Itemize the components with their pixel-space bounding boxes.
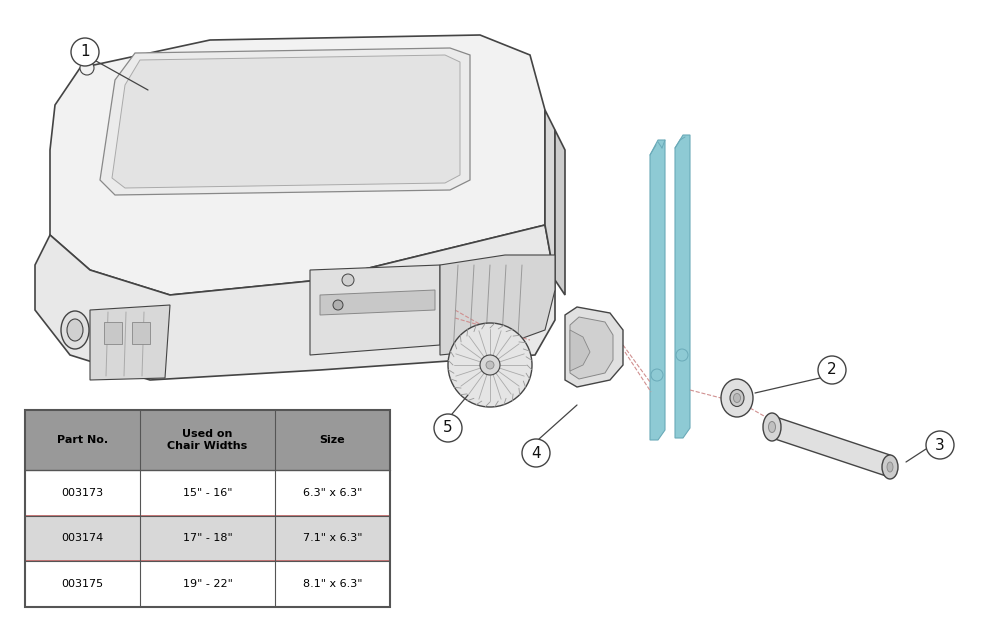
- Text: 6.3" x 6.3": 6.3" x 6.3": [303, 488, 362, 498]
- Text: Size: Size: [320, 435, 345, 445]
- Text: 7.1" x 6.3": 7.1" x 6.3": [303, 533, 362, 544]
- Circle shape: [480, 355, 500, 375]
- Text: 1: 1: [80, 44, 90, 59]
- Polygon shape: [100, 48, 470, 195]
- Text: 4: 4: [531, 446, 541, 461]
- Text: 5: 5: [443, 420, 453, 435]
- Ellipse shape: [887, 462, 893, 472]
- Bar: [25, 516, 390, 561]
- Circle shape: [926, 431, 954, 459]
- Ellipse shape: [721, 379, 753, 417]
- Bar: [25, 516, 390, 561]
- Polygon shape: [770, 415, 892, 478]
- Polygon shape: [545, 110, 555, 280]
- Text: 19" - 22": 19" - 22": [183, 579, 232, 589]
- Text: 2: 2: [827, 363, 837, 377]
- Polygon shape: [565, 307, 623, 387]
- Polygon shape: [570, 317, 613, 379]
- Text: 17" - 18": 17" - 18": [183, 533, 232, 544]
- Polygon shape: [440, 255, 555, 355]
- Circle shape: [818, 356, 846, 384]
- Polygon shape: [650, 140, 665, 440]
- Polygon shape: [90, 305, 170, 380]
- Text: 8.1" x 6.3": 8.1" x 6.3": [303, 579, 362, 589]
- Circle shape: [651, 369, 663, 381]
- Polygon shape: [570, 330, 590, 371]
- Circle shape: [342, 274, 354, 286]
- Polygon shape: [35, 225, 555, 380]
- Polygon shape: [555, 130, 565, 295]
- Ellipse shape: [882, 455, 898, 479]
- Polygon shape: [675, 135, 690, 438]
- Ellipse shape: [734, 394, 740, 403]
- Polygon shape: [112, 55, 460, 188]
- Circle shape: [522, 439, 550, 467]
- Ellipse shape: [61, 311, 89, 349]
- Circle shape: [434, 414, 462, 442]
- Text: 003175: 003175: [61, 579, 104, 589]
- Polygon shape: [310, 265, 440, 355]
- Text: 003174: 003174: [61, 533, 104, 544]
- Bar: [104, 322, 122, 344]
- Text: 003173: 003173: [61, 488, 104, 498]
- Circle shape: [448, 323, 532, 407]
- Bar: [25, 410, 390, 607]
- Ellipse shape: [763, 413, 781, 441]
- Circle shape: [333, 300, 343, 310]
- Bar: [25, 470, 390, 516]
- Text: Used on
Chair Widths: Used on Chair Widths: [167, 429, 248, 451]
- Circle shape: [80, 61, 94, 75]
- Bar: [25, 410, 390, 470]
- Circle shape: [71, 38, 99, 66]
- Circle shape: [486, 361, 494, 369]
- Text: 3: 3: [935, 437, 945, 453]
- Ellipse shape: [730, 389, 744, 406]
- Bar: [25, 561, 390, 607]
- Text: 15" - 16": 15" - 16": [183, 488, 232, 498]
- Circle shape: [676, 349, 688, 361]
- Polygon shape: [50, 35, 545, 295]
- Bar: [132, 322, 150, 344]
- Text: Part No.: Part No.: [57, 435, 108, 445]
- Ellipse shape: [768, 422, 776, 432]
- Polygon shape: [320, 290, 435, 315]
- Ellipse shape: [67, 319, 83, 341]
